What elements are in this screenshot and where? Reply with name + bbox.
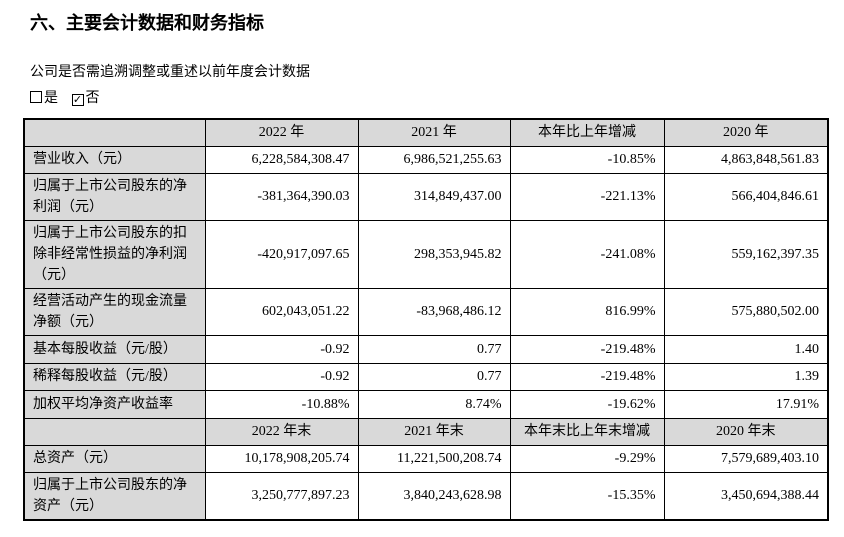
value-2020: 559,162,397.35 bbox=[663, 219, 829, 289]
row-label: 经营活动产生的现金流量净额（元） bbox=[23, 287, 206, 336]
row-label: 归属于上市公司股东的净资产（元） bbox=[23, 471, 206, 520]
table-row-diluted-eps: 稀释每股收益（元/股） -0.92 0.77 -219.48% 1.39 bbox=[23, 362, 829, 391]
section-title: 六、主要会计数据和财务指标 bbox=[30, 13, 264, 33]
header-2021-end: 2021 年末 bbox=[357, 417, 511, 446]
financial-indicators-table: 2022 年 2021 年 本年比上年增减 2020 年 营业收入（元） 6,2… bbox=[23, 118, 829, 521]
value-2021: 0.77 bbox=[357, 334, 511, 364]
value-2022: 10,178,908,205.74 bbox=[204, 444, 359, 473]
value-change: -10.85% bbox=[509, 145, 665, 174]
table-row-revenue: 营业收入（元） 6,228,584,308.47 6,986,521,255.6… bbox=[23, 145, 829, 174]
value-change: 816.99% bbox=[509, 287, 665, 336]
value-2020: 575,880,502.00 bbox=[663, 287, 829, 336]
value-2021: 0.77 bbox=[357, 362, 511, 391]
option-yes[interactable]: 是 bbox=[30, 90, 58, 107]
value-2022: -0.92 bbox=[204, 362, 359, 391]
row-label: 营业收入（元） bbox=[23, 145, 206, 174]
value-2022: -420,917,097.65 bbox=[204, 219, 359, 289]
row-label: 总资产（元） bbox=[23, 444, 206, 473]
value-2021: 298,353,945.82 bbox=[357, 219, 511, 289]
table-row-net-profit-deducted: 归属于上市公司股东的扣除非经常性损益的净利润（元） -420,917,097.6… bbox=[23, 219, 829, 289]
value-2022: -381,364,390.03 bbox=[204, 172, 359, 221]
report-page: 六、主要会计数据和财务指标 公司是否需追溯调整或重述以前年度会计数据 是 ✓ 否 … bbox=[0, 12, 844, 537]
table-row-weighted-roe: 加权平均净资产收益率 -10.88% 8.74% -19.62% 17.91% bbox=[23, 389, 829, 419]
table-row-basic-eps: 基本每股收益（元/股） -0.92 0.77 -219.48% 1.40 bbox=[23, 334, 829, 364]
header-2020-end: 2020 年末 bbox=[663, 417, 829, 446]
restatement-options: 是 ✓ 否 bbox=[30, 90, 844, 107]
value-change: -219.48% bbox=[509, 362, 665, 391]
header-year-end-change: 本年末比上年末增减 bbox=[509, 417, 665, 446]
header-blank-cell bbox=[23, 118, 206, 147]
value-2020: 1.39 bbox=[663, 362, 829, 391]
header-2021: 2021 年 bbox=[357, 118, 511, 147]
value-2020: 4,863,848,561.83 bbox=[663, 145, 829, 174]
option-yes-label: 是 bbox=[44, 91, 58, 106]
value-2021: 314,849,437.00 bbox=[357, 172, 511, 221]
value-2021: 8.74% bbox=[357, 389, 511, 419]
header-2020: 2020 年 bbox=[663, 118, 829, 147]
value-2022: 6,228,584,308.47 bbox=[204, 145, 359, 174]
restatement-question: 公司是否需追溯调整或重述以前年度会计数据 bbox=[30, 65, 310, 80]
value-2020: 7,579,689,403.10 bbox=[663, 444, 829, 473]
value-change: -9.29% bbox=[509, 444, 665, 473]
value-change: -15.35% bbox=[509, 471, 665, 520]
value-change: -19.62% bbox=[509, 389, 665, 419]
header-2022: 2022 年 bbox=[204, 118, 359, 147]
value-2020: 566,404,846.61 bbox=[663, 172, 829, 221]
value-2020: 17.91% bbox=[663, 389, 829, 419]
row-label: 归属于上市公司股东的净利润（元） bbox=[23, 172, 206, 221]
table-header-row-annual: 2022 年 2021 年 本年比上年增减 2020 年 bbox=[23, 118, 829, 147]
header-2022-end: 2022 年末 bbox=[204, 417, 359, 446]
table-header-row-year-end: 2022 年末 2021 年末 本年末比上年末增减 2020 年末 bbox=[23, 417, 829, 446]
value-2022: 602,043,051.22 bbox=[204, 287, 359, 336]
value-2021: 3,840,243,628.98 bbox=[357, 471, 511, 520]
value-2022: -0.92 bbox=[204, 334, 359, 364]
value-2020: 3,450,694,388.44 bbox=[663, 471, 829, 520]
value-2021: -83,968,486.12 bbox=[357, 287, 511, 336]
table-row-operating-cash-flow: 经营活动产生的现金流量净额（元） 602,043,051.22 -83,968,… bbox=[23, 287, 829, 336]
option-no-label: 否 bbox=[85, 91, 100, 106]
value-2021: 6,986,521,255.63 bbox=[357, 145, 511, 174]
value-change: -219.48% bbox=[509, 334, 665, 364]
value-2021: 11,221,500,208.74 bbox=[357, 444, 511, 473]
row-label: 归属于上市公司股东的扣除非经常性损益的净利润（元） bbox=[23, 219, 206, 289]
checkbox-unchecked-icon[interactable] bbox=[30, 91, 42, 103]
header-yoy-change: 本年比上年增减 bbox=[509, 118, 665, 147]
value-2022: -10.88% bbox=[204, 389, 359, 419]
row-label: 基本每股收益（元/股） bbox=[23, 334, 206, 364]
row-label: 稀释每股收益（元/股） bbox=[23, 362, 206, 391]
table-row-net-profit: 归属于上市公司股东的净利润（元） -381,364,390.03 314,849… bbox=[23, 172, 829, 221]
value-change: -241.08% bbox=[509, 219, 665, 289]
checkbox-checked-icon[interactable]: ✓ bbox=[71, 93, 84, 106]
row-label: 加权平均净资产收益率 bbox=[23, 389, 206, 419]
table-row-total-assets: 总资产（元） 10,178,908,205.74 11,221,500,208.… bbox=[23, 444, 829, 473]
table-row-net-assets: 归属于上市公司股东的净资产（元） 3,250,777,897.23 3,840,… bbox=[23, 471, 829, 520]
value-change: -221.13% bbox=[509, 172, 665, 221]
header-blank-cell bbox=[23, 417, 206, 446]
value-2022: 3,250,777,897.23 bbox=[204, 471, 359, 520]
option-no[interactable]: ✓ 否 bbox=[71, 90, 100, 107]
value-2020: 1.40 bbox=[663, 334, 829, 364]
